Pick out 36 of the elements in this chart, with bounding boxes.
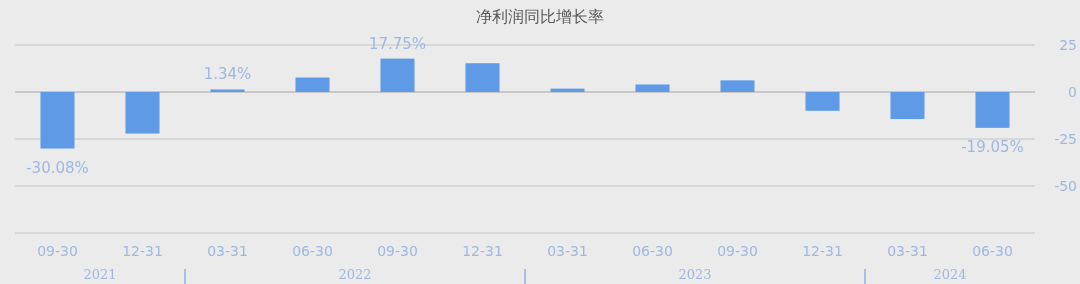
bar <box>295 77 330 92</box>
x-tick-label: 06-30 <box>632 243 673 259</box>
x-tick-label: 06-30 <box>972 243 1013 259</box>
x-tick-label: 03-31 <box>547 243 588 259</box>
data-label: 1.34% <box>203 65 252 84</box>
y-tick-label: -50 <box>1054 178 1077 194</box>
bar <box>465 63 500 92</box>
bar <box>975 92 1010 128</box>
x-tick-label: 09-30 <box>717 243 758 259</box>
x-tick-label: 06-30 <box>292 243 333 259</box>
y-tick-label: 25 <box>1059 37 1077 53</box>
bar <box>380 58 415 92</box>
chart-title: 净利润同比增长率 <box>476 7 604 26</box>
bar <box>805 92 840 111</box>
y-tick-label: -25 <box>1054 131 1077 147</box>
data-label: 17.75% <box>368 34 427 53</box>
text: 2021 <box>83 267 117 282</box>
x-tick-label: 12-31 <box>802 243 843 259</box>
data-label: -30.08% <box>26 158 89 177</box>
text: 2022 <box>338 267 372 282</box>
x-tick-label: 12-31 <box>122 243 163 259</box>
bar <box>890 92 925 120</box>
x-tick-label: 03-31 <box>207 243 248 259</box>
bar <box>125 92 160 134</box>
text: 2023 <box>678 267 712 282</box>
text: 2024 <box>933 267 967 282</box>
x-tick-label: 09-30 <box>377 243 418 259</box>
x-tick-label: 09-30 <box>37 243 78 259</box>
x-tick-label: 12-31 <box>462 243 503 259</box>
bar <box>40 92 75 149</box>
data-label: -19.05% <box>961 137 1024 156</box>
bar <box>210 89 245 92</box>
x-tick-label: 03-31 <box>887 243 928 259</box>
bar <box>720 80 755 92</box>
y-tick-label: 0 <box>1068 84 1077 100</box>
bar <box>635 84 670 92</box>
